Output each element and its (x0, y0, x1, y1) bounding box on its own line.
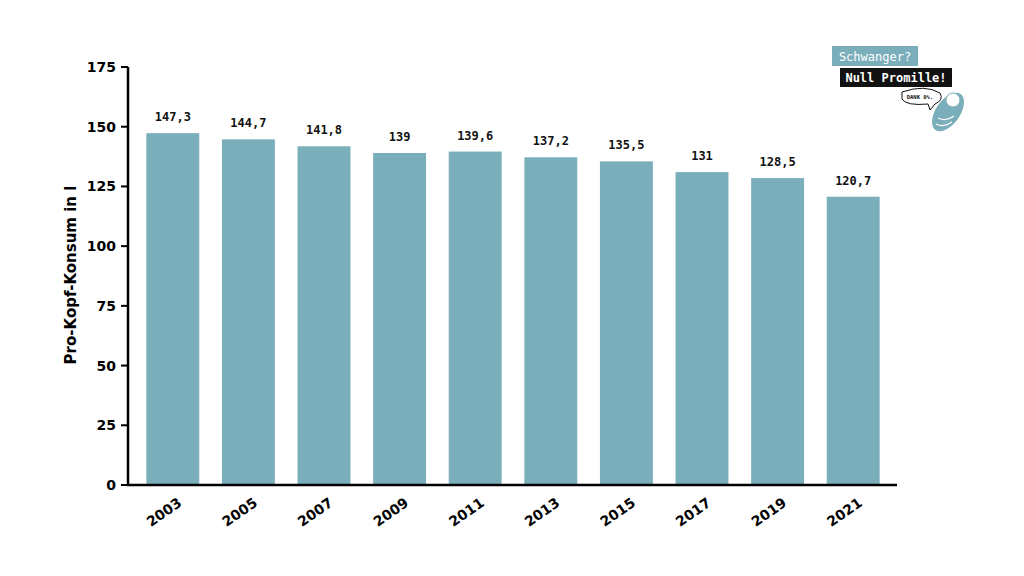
data-label: 137,2 (533, 134, 569, 148)
data-label: 128,5 (760, 155, 796, 169)
bar (827, 197, 880, 485)
logo-box (840, 68, 952, 87)
baby-icon (936, 116, 954, 126)
y-tick-label: 125 (87, 178, 116, 194)
bar (449, 152, 502, 485)
x-tick-label: 2011 (446, 494, 487, 529)
data-label: 139 (389, 130, 411, 144)
x-tick-label: 2009 (370, 494, 411, 529)
data-label: 120,7 (835, 174, 871, 188)
x-axis-line (127, 484, 897, 487)
x-tick-label: 2007 (295, 494, 336, 529)
x-tick-label: 2003 (143, 494, 184, 529)
y-tick (121, 365, 128, 367)
x-tick-label: 2019 (748, 494, 789, 529)
bar (146, 133, 199, 485)
x-tick-label: 2013 (521, 494, 562, 529)
y-tick (121, 424, 128, 426)
y-tick (121, 484, 128, 486)
logo: Schwanger? Null Promille! DANK 0%. (832, 46, 970, 137)
y-axis-label: Pro-Kopf-Konsum in l (62, 186, 80, 365)
bar (222, 139, 275, 485)
y-tick-label: 25 (97, 417, 116, 433)
data-label: 139,6 (457, 129, 493, 143)
y-tick-label: 0 (106, 477, 116, 493)
x-tick-label: 2005 (219, 494, 260, 529)
bar (298, 146, 351, 485)
chart-root: 147,3 144,7 141,8 139 139,6 137,2 135,5 131 128,… (0, 0, 1024, 576)
x-tick-label: 2015 (597, 494, 638, 529)
x-tick-label: 2017 (673, 494, 714, 529)
baby-icon (946, 93, 960, 107)
logo-text: DANK 0%. (907, 94, 934, 100)
data-label: 144,7 (230, 116, 266, 130)
bar (373, 153, 426, 485)
chart: 147,3 144,7 141,8 139 139,6 137,2 135,5 131 128,… (0, 0, 1024, 576)
y-axis-line (127, 67, 130, 485)
y-tick (121, 245, 128, 247)
y-tick-label: 150 (87, 119, 116, 135)
y-tick-label: 100 (87, 238, 116, 254)
y-tick-label: 175 (87, 59, 116, 75)
data-label: 135,5 (608, 138, 644, 152)
data-label: 141,8 (306, 123, 342, 137)
logo-box (832, 46, 918, 66)
speech-bubble (902, 88, 941, 110)
bar (751, 178, 804, 485)
bar (600, 161, 653, 485)
data-label: 131 (691, 149, 713, 163)
page: {"chart_data": {"type": "bar", "y_label"… (0, 0, 1024, 576)
x-tick-label: 2021 (824, 494, 865, 529)
y-tick (121, 305, 128, 307)
logo-text: Schwanger? (839, 50, 911, 64)
y-tick (121, 126, 128, 128)
y-tick-label: 75 (97, 298, 116, 314)
bar (524, 157, 577, 485)
y-tick-label: 50 (97, 358, 117, 374)
bar (676, 172, 729, 485)
y-tick (121, 185, 128, 187)
baby-icon (926, 87, 971, 137)
data-label: 147,3 (155, 110, 191, 124)
y-tick (121, 66, 128, 68)
bars (146, 133, 879, 485)
logo-text: Null Promille! (845, 71, 946, 85)
